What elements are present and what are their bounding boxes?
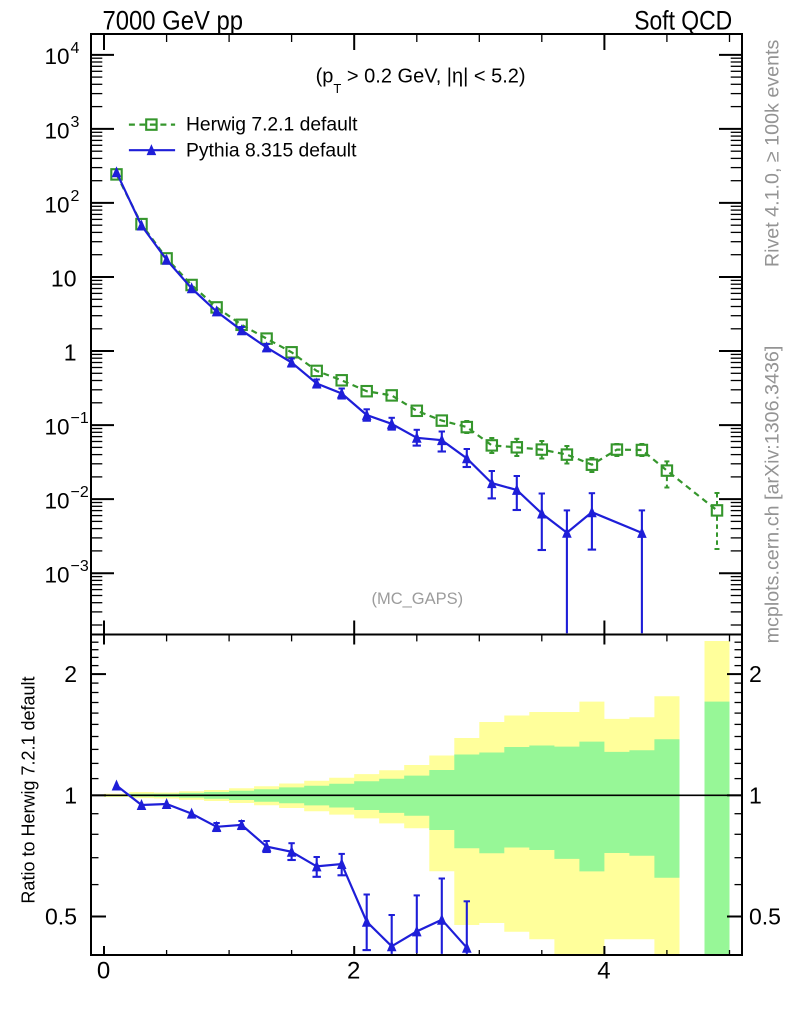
svg-text:10: 10 [44,563,69,588]
svg-text:10: 10 [44,415,69,440]
svg-text:10: 10 [51,265,77,291]
svg-text:10: 10 [44,192,69,217]
svg-text:−1: −1 [71,410,89,427]
svg-text:0.5: 0.5 [749,904,781,930]
svg-text:0.5: 0.5 [45,904,77,930]
svg-text:10: 10 [44,489,69,514]
svg-text:0: 0 [97,958,110,985]
svg-text:Ratio to Herwig 7.2.1 default: Ratio to Herwig 7.2.1 default [19,676,39,903]
svg-text:−2: −2 [71,484,89,501]
svg-text:2: 2 [749,661,762,687]
svg-text:2: 2 [71,188,80,205]
svg-text:7000 GeV pp: 7000 GeV pp [103,6,244,36]
svg-text:10: 10 [44,118,69,143]
svg-text:2: 2 [347,958,360,985]
svg-text:1: 1 [749,782,762,808]
svg-text:Rivet 4.1.0, ≥ 100k events: Rivet 4.1.0, ≥ 100k events [762,40,784,268]
svg-text:1: 1 [64,782,77,808]
svg-text:Soft QCD: Soft QCD [634,6,732,36]
svg-text:3: 3 [71,114,80,131]
svg-text:(MC_GAPS): (MC_GAPS) [371,590,463,608]
svg-text:mcplots.cern.ch [arXiv:1306.34: mcplots.cern.ch [arXiv:1306.3436] [762,346,784,644]
svg-text:4: 4 [71,40,80,57]
svg-text:Pythia 8.315 default: Pythia 8.315 default [186,140,357,161]
svg-text:Herwig 7.2.1 default: Herwig 7.2.1 default [186,115,358,136]
svg-text:−3: −3 [71,558,89,575]
svg-text:1: 1 [64,339,77,365]
svg-text:4: 4 [597,958,610,985]
svg-text:2: 2 [64,661,77,687]
svg-text:10: 10 [44,44,69,69]
